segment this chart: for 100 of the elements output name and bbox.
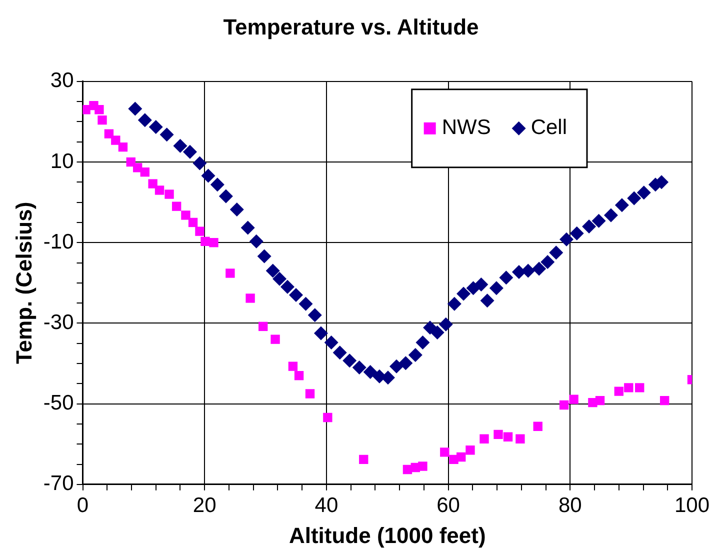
point: [559, 232, 574, 246]
point: [257, 249, 272, 264]
point: [210, 178, 224, 192]
point: [172, 202, 182, 211]
point: [636, 186, 651, 200]
point: [298, 296, 313, 311]
point: [160, 128, 174, 142]
point: [240, 220, 255, 235]
point: [480, 294, 494, 308]
point: [456, 452, 466, 462]
point: [438, 317, 453, 332]
point: [305, 389, 315, 398]
point: [398, 356, 413, 370]
point: [138, 113, 152, 128]
point: [408, 348, 422, 362]
point: [308, 308, 322, 322]
y-tick-label: -10: [43, 230, 74, 254]
point: [111, 136, 120, 145]
point: [288, 288, 303, 302]
point: [323, 412, 332, 422]
y-tick-label: -70: [43, 472, 74, 496]
point: [270, 334, 280, 344]
point: [332, 346, 347, 360]
point: [181, 210, 190, 220]
point: [182, 144, 197, 159]
point: [363, 364, 378, 379]
point: [154, 186, 164, 195]
point: [352, 360, 366, 375]
y-tick-label: -50: [43, 392, 74, 415]
point: [98, 115, 107, 125]
point: [569, 394, 578, 404]
point: [209, 238, 218, 248]
point: [258, 322, 268, 332]
point: [195, 226, 204, 236]
point: [118, 142, 128, 152]
x-axis-title: Altitude (1000 feet): [288, 522, 486, 548]
point: [614, 198, 629, 212]
point: [390, 359, 404, 374]
point: [499, 270, 514, 285]
point: [359, 454, 368, 464]
x-tick-label: 0: [76, 494, 89, 517]
point: [128, 102, 142, 116]
y-tick-label: 30: [50, 69, 74, 92]
point: [416, 336, 430, 350]
point: [148, 120, 163, 134]
x-tick-label: 100: [674, 494, 710, 517]
legend-label: NWS: [442, 116, 491, 140]
point: [288, 362, 298, 371]
point: [201, 168, 216, 183]
point: [314, 326, 328, 340]
point: [200, 236, 210, 246]
point: [521, 264, 536, 278]
point: [324, 336, 338, 350]
point: [266, 264, 280, 278]
x-tick-label: 40: [314, 494, 338, 517]
point: [164, 190, 174, 199]
point: [559, 400, 569, 410]
point: [173, 138, 188, 153]
point: [246, 294, 255, 303]
y-tick-label: 10: [50, 150, 74, 173]
point: [614, 386, 624, 396]
point: [533, 422, 542, 431]
point: [148, 179, 158, 188]
point: [218, 189, 233, 204]
point: [540, 254, 555, 269]
point: [226, 268, 235, 278]
point: [188, 218, 198, 228]
point: [582, 219, 596, 234]
point: [592, 214, 606, 228]
point: [635, 383, 644, 392]
point: [249, 234, 264, 248]
point: [192, 156, 207, 170]
legend-label: Cell: [530, 116, 568, 140]
point: [532, 262, 546, 276]
point: [440, 448, 450, 457]
point: [570, 226, 584, 240]
chart-title: Temperature vs. Altitude: [223, 14, 479, 40]
point: [494, 430, 503, 440]
point: [280, 280, 294, 294]
point: [474, 278, 488, 292]
y-tick-label: -30: [43, 310, 74, 334]
point: [104, 129, 114, 138]
y-axis-title: Temp. (Celsius): [11, 202, 36, 364]
point: [294, 370, 304, 380]
point: [466, 446, 475, 455]
point: [516, 434, 525, 444]
point: [480, 434, 489, 444]
point: [418, 462, 428, 471]
point: [140, 167, 150, 177]
x-tick-label: 80: [558, 494, 582, 517]
point: [549, 246, 564, 260]
x-tick-label: 60: [436, 494, 460, 517]
point: [272, 272, 287, 286]
point: [430, 325, 444, 340]
point: [627, 191, 642, 206]
point: [447, 296, 462, 311]
point: [456, 286, 471, 301]
point: [624, 383, 634, 392]
x-tick-label: 20: [192, 494, 216, 517]
point: [342, 354, 357, 368]
